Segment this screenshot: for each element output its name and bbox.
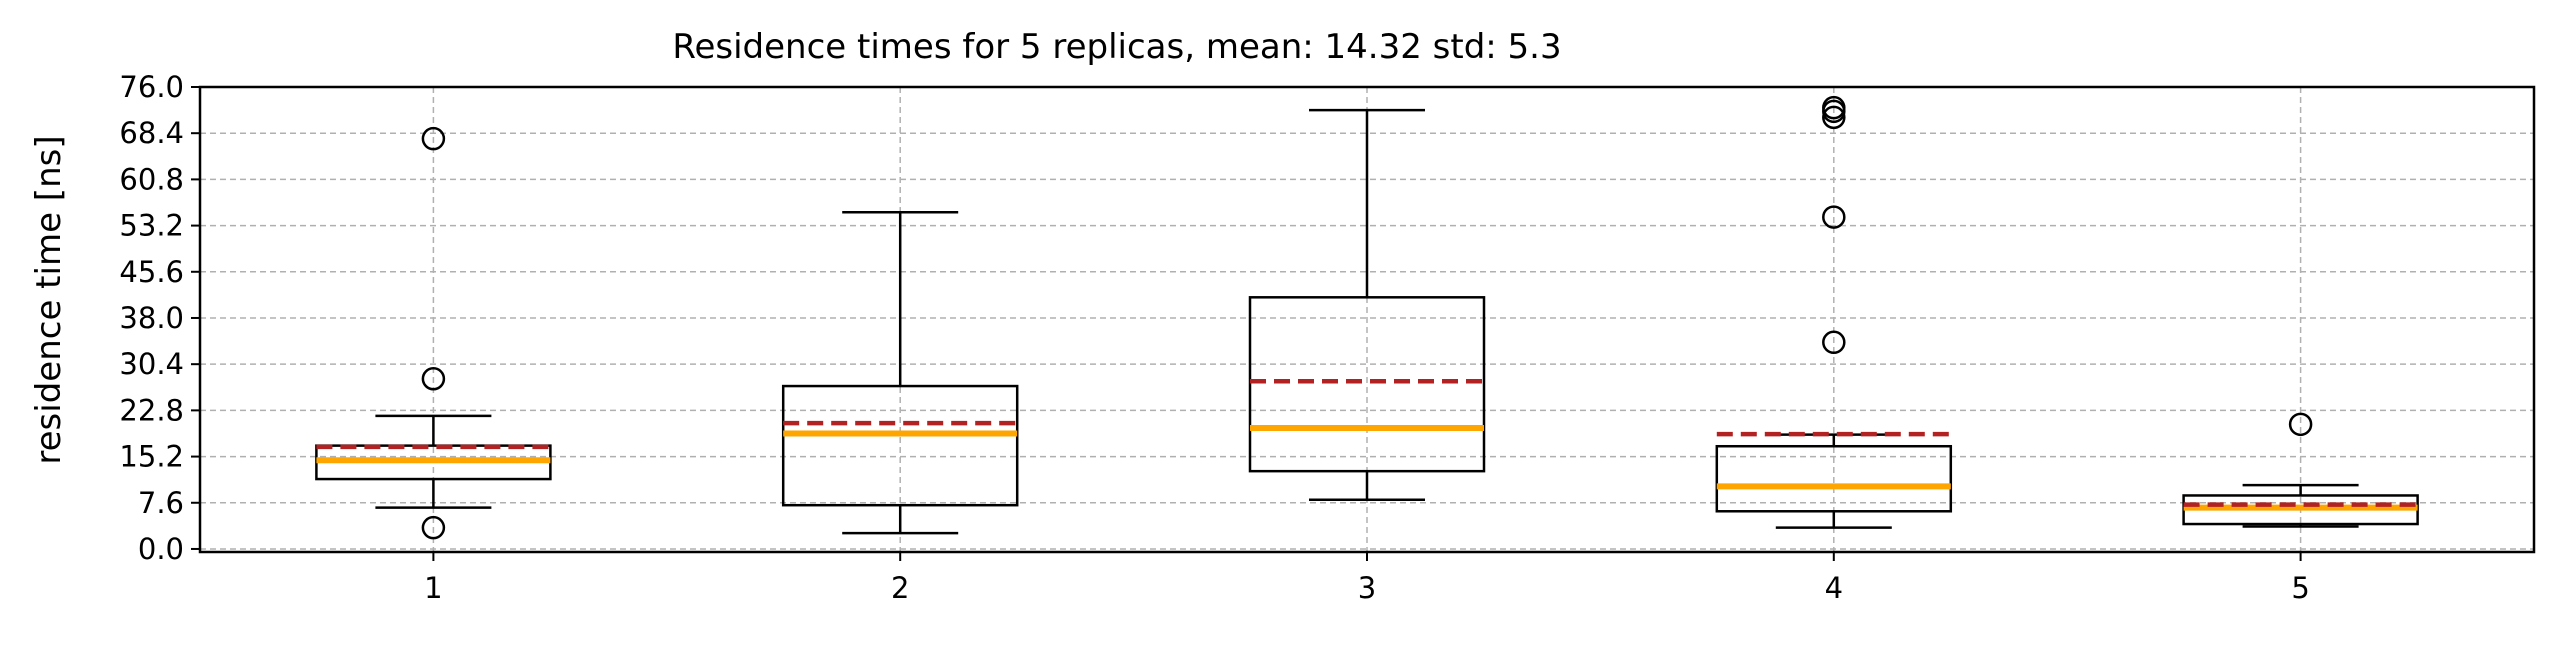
outlier-point bbox=[1822, 95, 1846, 120]
x-tick-label: 4 bbox=[1825, 571, 1843, 605]
y-tick-label: 53.2 bbox=[119, 209, 184, 243]
plot-frame bbox=[198, 85, 2536, 554]
box-group-5 bbox=[2182, 412, 2419, 528]
box-series bbox=[315, 95, 2419, 540]
outlier-point bbox=[1822, 330, 1846, 355]
box-group-1 bbox=[315, 126, 552, 540]
outlier-point bbox=[421, 126, 446, 151]
box-group-4 bbox=[1715, 95, 1953, 529]
box-group-2 bbox=[781, 210, 1019, 535]
x-tick-label: 5 bbox=[2291, 571, 2309, 605]
x-tick-label: 3 bbox=[1358, 571, 1376, 605]
iqr-box bbox=[1715, 444, 1953, 513]
outlier-point bbox=[2288, 412, 2313, 437]
y-tick-label: 0.0 bbox=[138, 532, 184, 566]
box-group-3 bbox=[1248, 108, 1486, 501]
axes: 0.0 7.6 15.2 22.8 30.4 38.0 45.6 53.2 60.8 68.4 76… bbox=[119, 70, 2309, 605]
outlier-point bbox=[421, 367, 446, 391]
y-tick-label: 68.4 bbox=[119, 116, 184, 150]
iqr-box bbox=[1248, 296, 1486, 473]
y-axis-label: residence time [ns] bbox=[29, 135, 69, 464]
y-tick-label: 7.6 bbox=[138, 486, 184, 520]
outlier-point bbox=[421, 515, 446, 540]
x-tick-label: 1 bbox=[424, 571, 442, 605]
chart-title: Residence times for 5 replicas, mean: 14… bbox=[672, 27, 1561, 67]
y-tick-label: 30.4 bbox=[119, 347, 184, 381]
y-tick-label: 15.2 bbox=[119, 440, 184, 474]
grid-lines bbox=[200, 86, 2534, 552]
y-tick-label: 45.6 bbox=[119, 255, 184, 289]
y-tick-label: 60.8 bbox=[119, 162, 184, 196]
iqr-box bbox=[781, 384, 1019, 507]
outlier-point bbox=[1822, 205, 1846, 229]
x-tick-label: 2 bbox=[891, 571, 909, 605]
y-tick-label: 76.0 bbox=[119, 70, 184, 104]
y-tick-label: 38.0 bbox=[119, 301, 184, 335]
y-tick-label: 22.8 bbox=[119, 393, 184, 427]
outlier-point bbox=[1822, 105, 1846, 130]
